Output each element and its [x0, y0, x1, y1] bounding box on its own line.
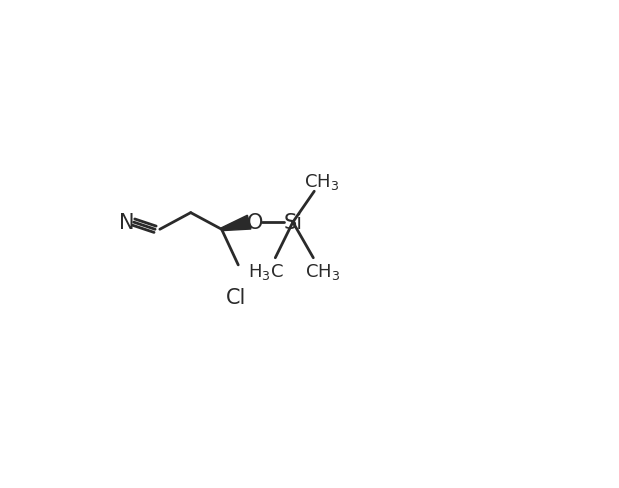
Text: O: O — [247, 213, 263, 233]
Text: Si: Si — [284, 213, 303, 233]
Polygon shape — [221, 216, 251, 231]
Text: Cl: Cl — [226, 287, 246, 307]
Text: H$_3$C: H$_3$C — [248, 262, 284, 282]
Text: N: N — [119, 213, 134, 233]
Text: CH$_3$: CH$_3$ — [304, 171, 339, 191]
Text: CH$_3$: CH$_3$ — [305, 261, 340, 281]
